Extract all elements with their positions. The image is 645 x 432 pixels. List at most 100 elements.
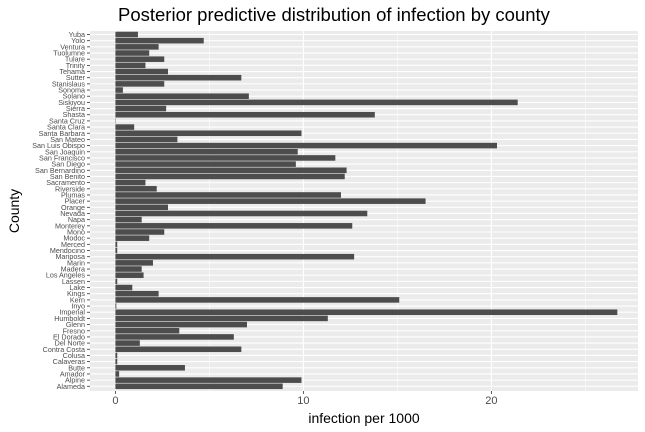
bar-colusa	[115, 352, 118, 359]
bar-humboldt	[115, 315, 328, 322]
y-tick-label: El Dorado	[53, 332, 85, 341]
bar-san-luis-obispo	[115, 142, 498, 149]
y-tick-label: Siskiyou	[58, 98, 85, 107]
y-tick-label: Riverside	[55, 184, 85, 193]
chart-title: Posterior predictive distribution of inf…	[118, 4, 551, 25]
bar-nevada	[115, 210, 368, 217]
y-tick-label: Kern	[70, 295, 85, 304]
y-tick-label: Trinity	[66, 61, 86, 70]
bar-sacramento	[115, 179, 146, 186]
y-tick-label: Modoc	[63, 234, 85, 243]
bar-marin	[115, 260, 153, 266]
bar-siskiyou	[115, 99, 518, 106]
y-tick-label: Monterey	[55, 221, 85, 230]
bar-sonoma	[115, 87, 123, 93]
y-tick-label: Humboldt	[54, 314, 85, 323]
bar-kings	[115, 290, 159, 297]
y-tick-label: Tuolumne	[53, 49, 85, 58]
bar-sierra	[115, 105, 167, 112]
bar-san-benito	[115, 173, 345, 180]
bar-monterey	[115, 223, 353, 229]
y-tick-label: Contra Costa	[43, 345, 85, 354]
y-tick-label: Butte	[68, 363, 85, 372]
bar-solano	[115, 93, 249, 99]
bar-imperial	[115, 309, 618, 316]
y-tick-label: Sacramento	[46, 178, 85, 187]
y-tick-label: Mariposa	[55, 252, 85, 261]
y-tick-label: Mono	[67, 228, 85, 237]
y-tick-label: Madera	[61, 265, 85, 274]
bar-tuolumne	[115, 50, 150, 56]
y-tick-label: Nevada	[60, 209, 85, 218]
bar-placer	[115, 198, 426, 204]
bar-los-angeles	[115, 272, 144, 278]
x-axis-title: infection per 1000	[308, 410, 420, 426]
y-tick-label: Sutter	[66, 73, 86, 82]
y-axis-title: County	[6, 189, 22, 233]
y-tick-label: Lassen	[62, 277, 85, 286]
bar-san-diego	[115, 161, 296, 167]
y-tick-label: San Francisco	[39, 153, 85, 162]
y-tick-label: Sonoma	[58, 86, 85, 95]
y-tick-label: San Benito	[50, 172, 85, 181]
y-tick-label: Santa Cruz	[49, 116, 85, 125]
y-tick-label: Solano	[63, 92, 85, 101]
y-tick-label: Santa Clara	[47, 123, 85, 132]
bar-fresno	[115, 327, 180, 334]
bar-trinity	[115, 62, 146, 69]
y-tick-label: Santa Barbara	[39, 129, 85, 138]
bar-modoc	[115, 235, 150, 241]
y-tick-label: San Luis Obispo	[32, 141, 85, 150]
y-tick-label: Alameda	[57, 382, 85, 391]
bar-amador	[115, 371, 120, 377]
bar-riverside	[115, 186, 157, 192]
bar-yuba	[115, 31, 138, 38]
bar-kern	[115, 297, 400, 303]
y-tick-label: Calaveras	[53, 357, 86, 366]
bar-glenn	[115, 321, 247, 328]
bar-stanislaus	[115, 81, 165, 87]
y-tick-label: Yolo	[71, 36, 85, 45]
y-tick-label: San Bernardino	[35, 166, 85, 175]
y-tick-label: Plumas	[61, 190, 85, 199]
bar-san-joaquin	[115, 148, 298, 155]
y-tick-label: Amador	[60, 369, 86, 378]
y-tick-label: Yuba	[69, 30, 85, 39]
y-tick-label: Alpine	[65, 376, 85, 385]
bar-series	[115, 31, 618, 390]
y-tick-label: Sierra	[66, 104, 85, 113]
y-tick-label: Placer	[65, 197, 86, 206]
bar-ventura	[115, 44, 159, 50]
bar-mendocino	[115, 247, 118, 254]
y-tick-label: Mendocino	[50, 246, 85, 255]
x-axis: 0 10 20	[112, 391, 497, 407]
bar-plumas	[115, 192, 341, 198]
y-tick-label: Los Angeles	[46, 271, 86, 280]
y-tick-label: Del Norte	[55, 339, 85, 348]
bar-santa-clara	[115, 124, 135, 130]
bar-mariposa	[115, 253, 355, 260]
y-tick-label: Tehama	[59, 67, 85, 76]
y-tick-label: Tulare	[65, 55, 85, 64]
bar-lassen	[115, 278, 118, 285]
bar-tulare	[115, 56, 165, 62]
bar-butte	[115, 365, 185, 371]
bar-calaveras	[115, 358, 118, 365]
y-tick-label: San Mateo	[50, 135, 85, 144]
bar-alpine	[115, 377, 302, 383]
x-tick-label: 10	[297, 395, 309, 407]
bar-santa-barbara	[115, 130, 302, 137]
x-tick-label: 0	[112, 395, 118, 407]
y-tick-label: Fresno	[63, 326, 85, 335]
bar-contra-costa	[115, 346, 242, 353]
bar-napa	[115, 216, 142, 223]
bar-merced	[115, 241, 118, 248]
bar-mono	[115, 229, 165, 235]
y-tick-label: Marin	[67, 258, 85, 267]
y-tick-label: Glenn	[66, 320, 85, 329]
y-tick-label: Kings	[67, 289, 85, 298]
bar-yolo	[115, 37, 204, 44]
y-tick-label: Inyo	[71, 302, 85, 311]
y-tick-label: Ventura	[60, 42, 85, 51]
